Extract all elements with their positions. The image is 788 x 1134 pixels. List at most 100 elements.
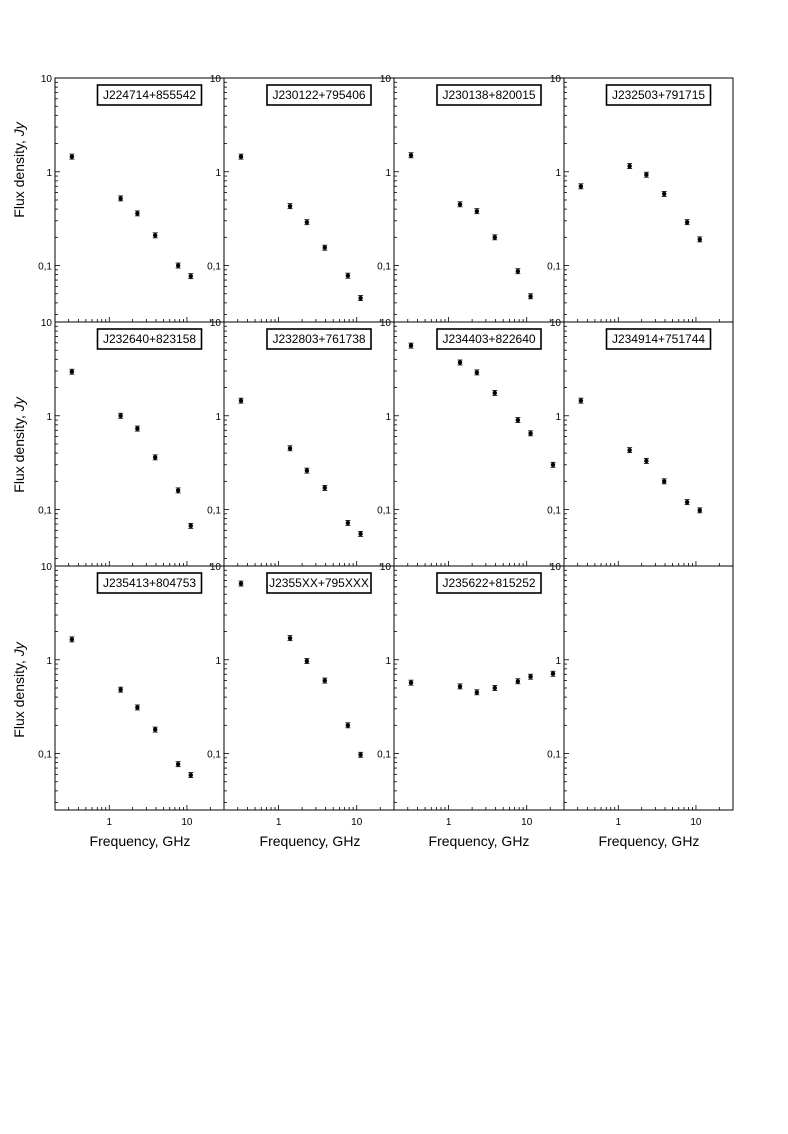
y-axis-title-prefix: Flux density,: [11, 411, 27, 492]
data-point: [152, 233, 158, 238]
source-label: J2355XX+795XXX: [269, 576, 369, 590]
panel-frame: [223, 565, 395, 811]
x-tick-label: 10: [181, 817, 193, 828]
y-tick-label: 1: [555, 412, 561, 423]
y-tick-label: 0,1: [207, 750, 221, 761]
data-point: [135, 426, 140, 431]
panel-12: 0,1 1 10 1 10: [547, 562, 734, 828]
panel-6: 0,1 1 10 J232803+761738: [207, 318, 395, 567]
data-point: [188, 523, 193, 529]
data-point: [118, 196, 123, 201]
data-point: [152, 455, 158, 460]
y-axis-title-unit: Jy: [11, 121, 27, 137]
data-point: [528, 674, 533, 679]
panel-frame: [563, 321, 734, 567]
panel-5: 0,1 1 10 J232640+823158: [38, 318, 225, 567]
data-point: [578, 398, 584, 403]
y-tick-label: 10: [550, 318, 562, 329]
data-point: [644, 458, 649, 464]
data-point: [661, 191, 667, 197]
panel-frame: [393, 77, 565, 323]
y-axis-title-row-3: Flux density, Jy: [11, 641, 27, 737]
y-tick-label: 1: [385, 656, 391, 667]
y-tick-label: 1: [385, 412, 391, 423]
source-label-box: [96, 328, 203, 350]
x-tick-label: 1: [616, 817, 622, 828]
y-tick-label: 1: [215, 412, 221, 423]
y-tick-label: 1: [46, 656, 52, 667]
y-tick-label: 10: [380, 318, 392, 329]
x-axis-title-col-2: Frequency, GHz: [260, 833, 361, 849]
panel-2: 0,1 1 10 J230122+795406: [207, 74, 395, 323]
y-tick-label: 1: [555, 168, 561, 179]
panel-9: 0,1 1 10 1 10 J235413+804753: [38, 562, 225, 828]
y-tick-label: 10: [380, 562, 392, 573]
y-tick-label: 1: [46, 412, 52, 423]
data-point: [135, 705, 140, 710]
data-point: [345, 723, 351, 728]
data-point: [152, 727, 158, 732]
data-point: [345, 273, 351, 278]
y-axis-title-unit: Jy: [11, 396, 27, 412]
panel-frame: [393, 321, 565, 567]
panel-frame: [223, 321, 395, 567]
y-tick-label: 0,1: [38, 262, 52, 273]
data-point: [188, 772, 193, 778]
y-tick-label: 0,1: [207, 506, 221, 517]
y-tick-label: 10: [41, 562, 53, 573]
source-label-box: [605, 84, 712, 106]
source-label-box: [266, 328, 372, 350]
y-tick-label: 10: [210, 562, 222, 573]
data-point: [345, 520, 351, 526]
y-axis-title-row-1: Flux density, Jy: [11, 121, 27, 217]
data-point: [697, 237, 702, 242]
data-point: [627, 447, 632, 453]
y-tick-label: 0,1: [38, 750, 52, 761]
y-tick-label: 1: [555, 656, 561, 667]
y-tick-label: 10: [380, 74, 392, 85]
data-point: [238, 398, 244, 403]
y-tick-label: 10: [550, 74, 562, 85]
x-tick-label: 1: [107, 817, 113, 828]
y-tick-label: 0,1: [207, 262, 221, 273]
data-point: [528, 294, 533, 299]
y-axis-title-prefix: Flux density,: [11, 656, 27, 737]
data-point: [474, 370, 480, 375]
data-point: [69, 369, 75, 374]
y-tick-label: 0,1: [547, 262, 561, 273]
x-tick-label: 10: [690, 817, 702, 828]
y-axis-title-row-2: Flux density, Jy: [11, 396, 27, 492]
y-axis-title-unit: Jy: [11, 641, 27, 657]
data-point: [457, 202, 463, 207]
panel-7: 0,1 1 10 J234403+822640: [377, 318, 565, 567]
data-point: [528, 431, 533, 436]
source-label: J234914+751744: [612, 332, 705, 346]
panel-10: 0,1 1 10 1 10 J2355XX+795XXX: [207, 562, 395, 828]
source-label-box: [436, 572, 542, 594]
source-label: J234403+822640: [442, 332, 535, 346]
y-tick-label: 10: [210, 74, 222, 85]
data-point: [457, 360, 463, 365]
y-tick-label: 10: [41, 74, 53, 85]
y-tick-label: 0,1: [38, 506, 52, 517]
data-point: [661, 479, 667, 484]
y-tick-label: 1: [215, 656, 221, 667]
data-point: [550, 671, 556, 676]
data-point: [322, 485, 327, 491]
data-point: [287, 203, 293, 209]
data-point: [358, 752, 363, 757]
data-point: [492, 235, 497, 240]
panel-11: 0,1 1 10 1 10 J235622+815252: [377, 562, 565, 828]
data-point: [627, 163, 632, 169]
data-point: [69, 637, 75, 642]
data-point: [644, 172, 649, 177]
source-label: J232803+761738: [272, 332, 365, 346]
x-axis-title-col-1: Frequency, GHz: [90, 833, 191, 849]
y-tick-label: 1: [46, 168, 52, 179]
data-point: [515, 417, 521, 423]
panel-grid: 0,1 1 10 J224714+855542 0,1 1 10 J230122+795406…: [38, 74, 734, 828]
y-tick-label: 0,1: [377, 262, 391, 273]
data-point: [287, 446, 293, 451]
data-point: [304, 468, 310, 473]
y-tick-label: 0,1: [377, 750, 391, 761]
